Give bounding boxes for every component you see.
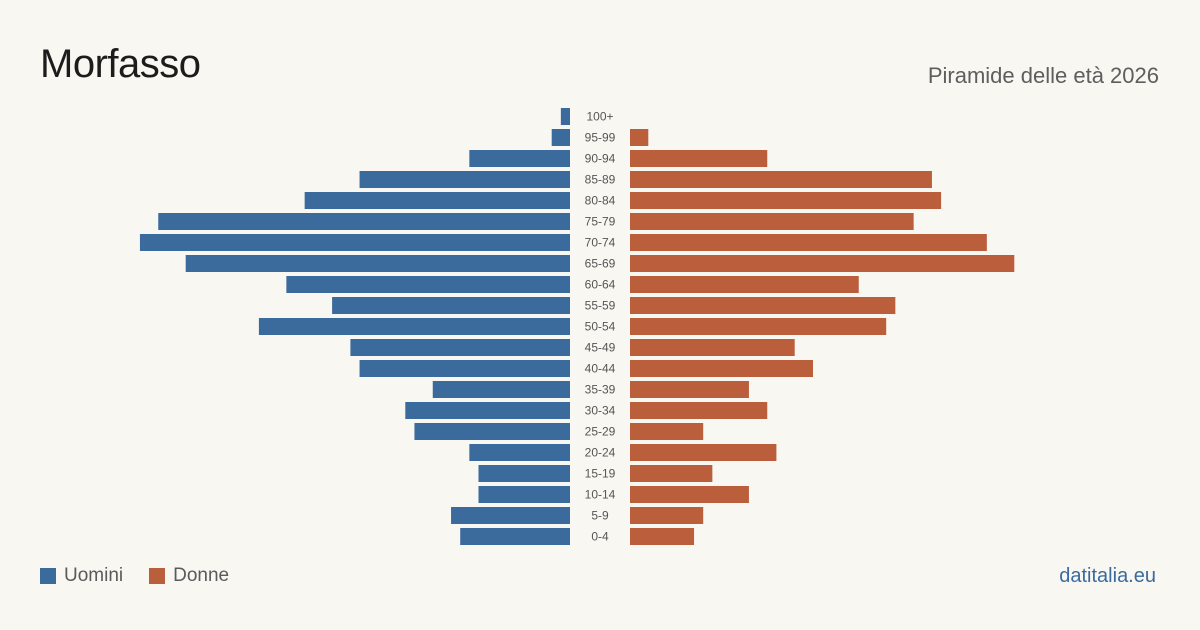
bar-women-60-64 xyxy=(630,276,859,293)
bar-men-85-89 xyxy=(359,171,570,188)
legend-item-men: Uomini xyxy=(40,565,123,587)
legend-label-men: Uomini xyxy=(64,565,124,586)
bar-men-40-44 xyxy=(359,360,570,377)
bar-women-80-84 xyxy=(630,192,942,209)
bar-men-50-54 xyxy=(258,318,570,335)
legend-label-women: Donne xyxy=(173,565,230,586)
bar-men-75-79 xyxy=(158,213,570,230)
bar-men-100+ xyxy=(560,108,570,125)
bar-women-30-34 xyxy=(630,402,768,419)
bar-women-75-79 xyxy=(630,213,914,230)
bar-women-45-49 xyxy=(630,339,795,356)
bar-men-60-64 xyxy=(286,276,570,293)
bar-women-40-44 xyxy=(630,360,813,377)
source-link[interactable]: datitalia.eu xyxy=(1059,565,1156,587)
age-label-80-84: 80-84 xyxy=(585,194,616,208)
age-label-50-54: 50-54 xyxy=(585,320,616,334)
bar-women-95-99 xyxy=(630,129,649,146)
age-label-60-64: 60-64 xyxy=(585,278,616,292)
age-label-100+: 100+ xyxy=(586,110,613,124)
bar-women-85-89 xyxy=(630,171,932,188)
bar-women-20-24 xyxy=(630,444,777,461)
bar-women-50-54 xyxy=(630,318,887,335)
bar-men-95-99 xyxy=(551,129,570,146)
bar-men-70-74 xyxy=(139,234,570,251)
chart-title: Morfasso xyxy=(40,42,201,86)
bar-men-10-14 xyxy=(478,486,570,503)
age-label-10-14: 10-14 xyxy=(585,488,616,502)
age-label-95-99: 95-99 xyxy=(585,131,616,145)
age-label-15-19: 15-19 xyxy=(585,467,616,481)
bar-men-65-69 xyxy=(185,255,570,272)
bar-men-30-34 xyxy=(405,402,570,419)
legend-item-women: Donne xyxy=(149,565,229,587)
bar-women-65-69 xyxy=(630,255,1015,272)
bar-men-20-24 xyxy=(469,444,570,461)
bar-women-10-14 xyxy=(630,486,749,503)
age-label-20-24: 20-24 xyxy=(585,446,616,460)
bar-women-15-19 xyxy=(630,465,713,482)
bar-men-25-29 xyxy=(414,423,570,440)
bar-women-55-59 xyxy=(630,297,896,314)
age-label-85-89: 85-89 xyxy=(585,173,616,187)
age-label-30-34: 30-34 xyxy=(585,404,616,418)
age-label-5-9: 5-9 xyxy=(591,509,609,523)
bar-men-55-59 xyxy=(332,297,570,314)
bar-men-90-94 xyxy=(469,150,570,167)
bar-women-35-39 xyxy=(630,381,749,398)
bar-men-80-84 xyxy=(304,192,570,209)
bar-women-90-94 xyxy=(630,150,768,167)
bar-women-0-4 xyxy=(630,528,695,545)
bar-men-0-4 xyxy=(460,528,570,545)
age-label-55-59: 55-59 xyxy=(585,299,616,313)
age-label-45-49: 45-49 xyxy=(585,341,616,355)
bar-men-5-9 xyxy=(451,507,570,524)
bar-women-5-9 xyxy=(630,507,704,524)
age-label-35-39: 35-39 xyxy=(585,383,616,397)
bar-men-45-49 xyxy=(350,339,570,356)
chart-subtitle: Piramide delle età 2026 xyxy=(927,63,1159,88)
age-label-65-69: 65-69 xyxy=(585,257,616,271)
age-label-40-44: 40-44 xyxy=(585,362,616,376)
bar-men-15-19 xyxy=(478,465,570,482)
age-label-75-79: 75-79 xyxy=(585,215,616,229)
age-label-0-4: 0-4 xyxy=(591,530,609,544)
legend: Uomini Donne xyxy=(40,565,255,587)
legend-swatch-women xyxy=(149,568,166,584)
age-label-90-94: 90-94 xyxy=(585,152,616,166)
bar-women-25-29 xyxy=(630,423,704,440)
age-label-70-74: 70-74 xyxy=(585,236,616,250)
bar-men-35-39 xyxy=(432,381,570,398)
legend-swatch-men xyxy=(40,568,56,584)
age-label-25-29: 25-29 xyxy=(585,425,616,439)
bar-women-70-74 xyxy=(630,234,987,251)
